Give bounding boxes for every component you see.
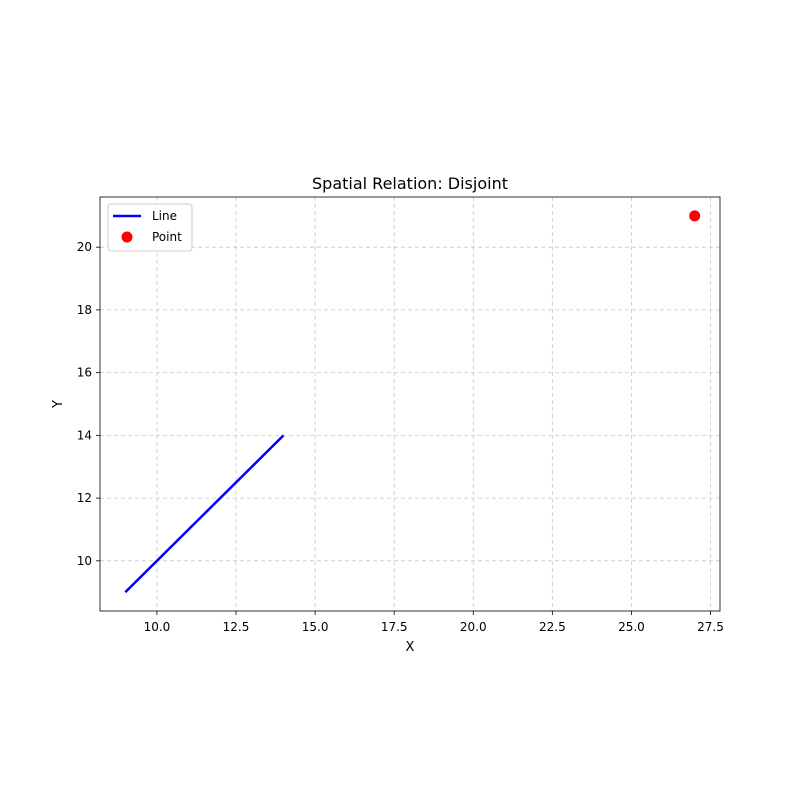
x-tick-label: 22.5 <box>539 620 566 634</box>
axes-frame <box>99 196 721 612</box>
grid <box>100 197 720 611</box>
x-tick-label: 17.5 <box>381 620 408 634</box>
chart-title: Spatial Relation: Disjoint <box>312 174 508 193</box>
x-tick-label: 15.0 <box>302 620 329 634</box>
legend: Line Point <box>107 203 193 252</box>
legend-label: Line <box>152 209 177 223</box>
y-tick-label: 12 <box>77 491 92 505</box>
y-tick-label: 20 <box>77 240 92 254</box>
y-tick-label: 16 <box>77 366 92 380</box>
axis-ticks: 10.0 12.5 15.0 17.5 20.0 22.5 25.0 27.5 10 12 14 16… <box>77 240 724 634</box>
x-tick-label: 20.0 <box>460 620 487 634</box>
y-tick-label: 10 <box>77 554 92 568</box>
plot-series <box>124 210 701 594</box>
x-tick-label: 10.0 <box>144 620 171 634</box>
x-tick-label: 27.5 <box>697 620 724 634</box>
series-point-point <box>689 210 701 222</box>
legend-label: Point <box>152 230 182 244</box>
x-axis-label: X <box>406 640 415 655</box>
x-tick-label: 12.5 <box>223 620 250 634</box>
y-tick-label: 14 <box>77 428 92 442</box>
y-tick-label: 18 <box>77 303 92 317</box>
x-tick-label: 25.0 <box>618 620 645 634</box>
legend-point-swatch <box>121 231 133 243</box>
y-axis-label: Y <box>51 400 66 409</box>
series-line-line <box>124 434 285 594</box>
